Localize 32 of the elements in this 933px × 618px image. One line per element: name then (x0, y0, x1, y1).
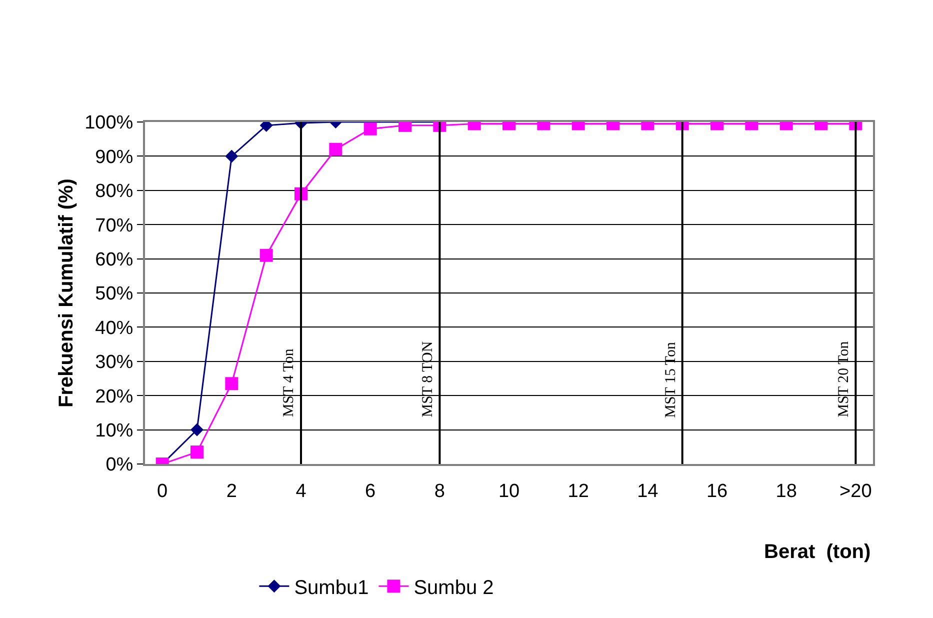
point (190, 423, 204, 436)
x-tick-label: 14 (637, 480, 659, 502)
x-tick-label: 0 (157, 480, 168, 502)
y-tick-label: 0% (106, 454, 134, 476)
point (260, 248, 273, 262)
y-axis-title: Frekuensi Kumulatif (%) (56, 178, 78, 408)
x-tick-label: >20 (840, 480, 872, 502)
y-tick-label: 50% (95, 284, 134, 305)
x-tick-label: 18 (776, 480, 797, 502)
point (225, 377, 238, 390)
ref-line-label: MST 20 Ton (836, 340, 852, 418)
y-tick-label: 90% (95, 146, 134, 168)
y-tick-label: 70% (95, 215, 134, 236)
x-axis-title: Berat (ton) (764, 541, 871, 563)
x-tick-label: 4 (296, 480, 307, 502)
y-tick-label: 30% (95, 352, 134, 374)
x-tick-label: 6 (365, 480, 376, 502)
x-tick-label: 16 (706, 480, 728, 502)
legend-label: Sumbu1 (294, 576, 369, 599)
x-tick-label: 8 (434, 480, 445, 502)
x-tick-label: 2 (226, 480, 237, 502)
y-tick-label: 40% (95, 318, 134, 339)
y-tick-label: 80% (95, 181, 134, 202)
x-tick-label: 10 (498, 480, 520, 502)
y-tick-label: 100% (84, 112, 134, 134)
legend-label: Sumbu 2 (414, 576, 494, 599)
x-tick-label: 12 (568, 480, 589, 502)
y-tick-label: 10% (95, 420, 134, 442)
point (190, 446, 204, 459)
y-tick-label: 20% (95, 386, 134, 408)
y-tick-label: 60% (95, 249, 134, 270)
ref-line-label: MST 15 Ton (662, 341, 679, 418)
